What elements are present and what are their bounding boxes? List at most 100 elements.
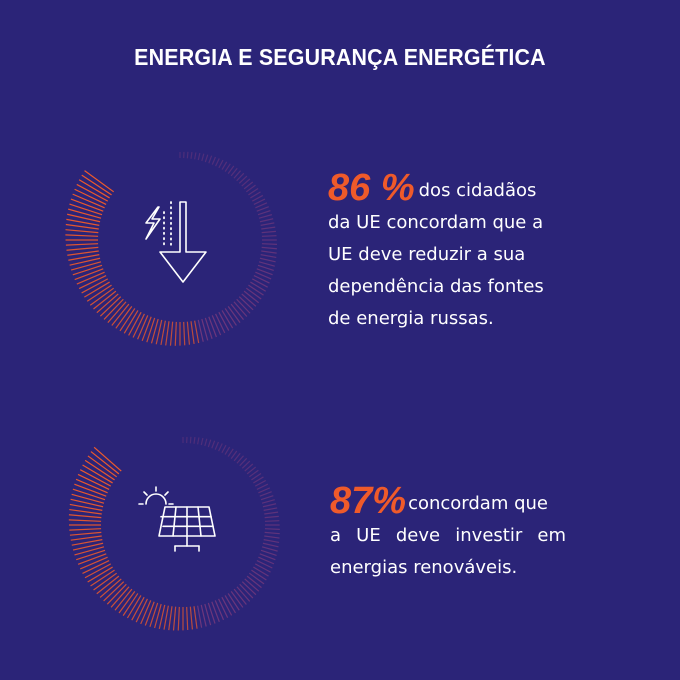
gauge-tick [261,226,276,230]
stat-87-line-3: energias renováveis. [330,557,518,578]
stat-86-line-5: de energia russas. [328,308,494,329]
gauge-tick [69,528,102,531]
stat-86-line-4: dependência das fontes [328,276,544,297]
gauge-tick [96,293,119,314]
gauge-tick [236,455,244,464]
gauge-tick [69,203,103,216]
gauge-tick [221,596,233,616]
gauge-tick [261,250,277,254]
gauge-tick [65,223,99,230]
gauge-tick [68,514,102,519]
gauge-tick [197,152,201,161]
gauge-tick [214,600,225,621]
gauge-tick [186,151,189,159]
gauge-tick [82,464,113,484]
gauge-tick [194,320,200,344]
gauge-tick [207,439,212,448]
gauge-tick [190,321,195,345]
gauge-tick [248,284,264,296]
gauge-tick [236,298,251,314]
gauge-tick [84,459,115,481]
gauge-tick [165,321,170,346]
gauge-tick [261,499,275,504]
gauge-tick [68,254,100,261]
gauge-tick [68,519,102,522]
gauge-tick [72,488,106,501]
gauge-tick [103,298,124,320]
gauge-tick [261,546,278,552]
gauge-tick [251,278,268,288]
gauge-tick [264,535,280,539]
stat-86-value: 86 % [328,167,415,209]
gauge-tick [264,520,280,522]
stat-87-value: 87% [330,480,407,522]
gauge-tick [76,183,109,202]
energy-drop-arrow-icon [145,201,207,283]
gauge-tick [248,572,265,585]
gauge-tick [71,539,103,546]
gauge-tick [70,498,104,508]
gauge-tick [75,478,108,494]
gauge-tick [251,569,267,581]
gauge-tick [230,167,238,177]
gauge-tick [261,235,277,237]
gauge-tick [69,508,102,515]
gauge-tick [238,296,254,311]
gauge-tick [66,218,100,226]
gauge-tick [253,275,270,284]
stat-87-line-1: concordam que [408,493,548,514]
gauge-tick [251,473,262,481]
gauge-tick [241,460,251,469]
gauge-tick [168,606,173,631]
gauge-tick [258,556,275,565]
gauge-tick [248,469,259,478]
gauge-tick [262,503,277,508]
gauge-tick [177,606,180,631]
gauge-tick [174,321,177,346]
gauge-tick [263,539,280,544]
gauge-tick [224,308,237,326]
gauge-tick [241,581,257,596]
gauge-tick [251,194,264,202]
gauge-ticks [65,151,278,346]
gauge-tick [261,243,278,245]
gauge-tick [106,583,127,605]
gauge-tick [244,463,254,472]
gauge-tick [183,321,186,346]
gauge-tick [81,278,109,294]
stat-87-text: 87% concordam que a UE deve investir em e… [330,482,566,584]
gauge-tick [197,319,204,342]
gauge-tick [110,586,130,608]
gauge-tick [84,281,110,298]
gauge-tick [227,305,241,323]
percentage-gauge-86 [65,151,278,346]
gauge-tick [69,257,101,266]
gauge-tick [68,208,102,219]
gauge-tick [141,316,152,342]
gauge-tick [263,507,278,511]
gauge-tick [186,321,191,345]
gauge-tick [70,261,102,271]
gauge-tick [190,151,193,159]
gauge-tick [218,443,223,452]
solar-panel-icon [138,486,216,552]
gauge-tick [204,317,213,339]
gauge-tick [144,601,155,626]
gauge-tick [160,320,166,346]
gauge-tick [77,473,110,490]
gauge-tick [236,586,251,602]
gauge-tick [76,271,105,285]
gauge-tick [72,193,105,209]
gauge-tick [211,601,220,622]
gauge-tick [79,556,108,570]
percentage-gauge-87 [68,436,280,631]
gauge-tick [93,446,122,472]
gauge-tick [233,588,247,605]
gauge-tick [243,290,260,304]
gauge-tick [204,154,209,163]
gauge-tick [211,156,217,165]
gauge-tick [208,316,217,338]
gauge-tick [201,153,205,162]
gauge-tick [224,446,231,455]
gauge-tick [204,438,208,447]
